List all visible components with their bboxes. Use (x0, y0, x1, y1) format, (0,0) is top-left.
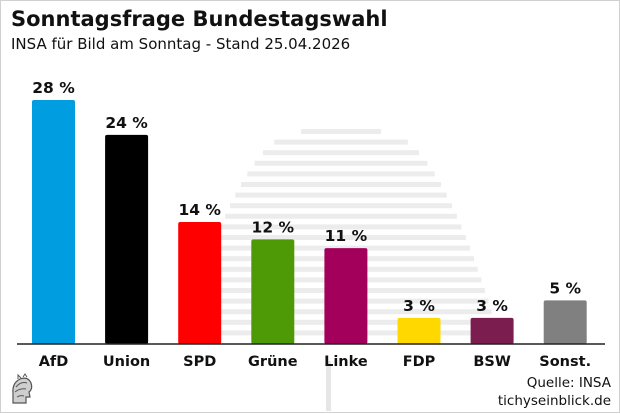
dome-stripe (230, 203, 452, 209)
bar-bsw (470, 317, 514, 344)
dome-stripe (212, 245, 470, 251)
dome-stripe (235, 192, 447, 198)
chart-subtitle: INSA für Bild am Sonntag - Stand 25.04.2… (11, 35, 351, 53)
source-note: Quelle: INSA tichyseinblick.de (498, 374, 611, 410)
category-label: Grüne (248, 354, 298, 370)
value-label: 12 % (252, 218, 295, 236)
category-label: Linke (324, 354, 368, 370)
dome-stripe (216, 235, 466, 240)
value-labels: 28 % 24 % 14 % 12 % 11 % 3 % 3 % 5 % (32, 79, 581, 315)
value-label: 3 % (476, 297, 508, 315)
source-website: tichyseinblick.de (497, 393, 611, 409)
source-label: Quelle: INSA (526, 375, 611, 391)
dome-stripe (274, 139, 408, 145)
value-label: 5 % (549, 279, 581, 297)
category-label: SPD (183, 354, 216, 370)
category-label: Sonst. (539, 354, 591, 370)
chart-title: Sonntagsfrage Bundestagswahl (11, 7, 388, 31)
dome-stripe (254, 160, 428, 166)
dome-stripe (220, 224, 462, 230)
bars (32, 100, 587, 344)
category-labels: AfD Union SPD Grüne Linke FDP BSW Sonst. (39, 354, 591, 370)
bar-afd (32, 100, 75, 344)
category-label: BSW (473, 354, 511, 370)
bar-union (105, 134, 149, 344)
bar-fdp (397, 317, 441, 344)
bar-linke (324, 248, 368, 344)
dome-stripe (247, 171, 435, 177)
figure-head-logo-icon (12, 373, 33, 404)
dome-stripe (263, 150, 419, 156)
value-label: 24 % (105, 114, 148, 132)
value-label: 28 % (32, 79, 75, 97)
value-label: 3 % (403, 297, 435, 315)
category-label: AfD (39, 354, 69, 370)
dome-stand (326, 361, 331, 411)
bar-spd (178, 222, 222, 344)
dome-stripe (301, 129, 381, 134)
value-label: 14 % (178, 201, 221, 219)
bar-grüne (251, 239, 295, 344)
category-label: Union (103, 354, 150, 370)
dome-stripe (241, 182, 441, 187)
value-label: 11 % (325, 227, 368, 245)
category-label: FDP (403, 354, 436, 370)
dome-stripe (225, 213, 457, 219)
bar-sonst (543, 300, 587, 344)
